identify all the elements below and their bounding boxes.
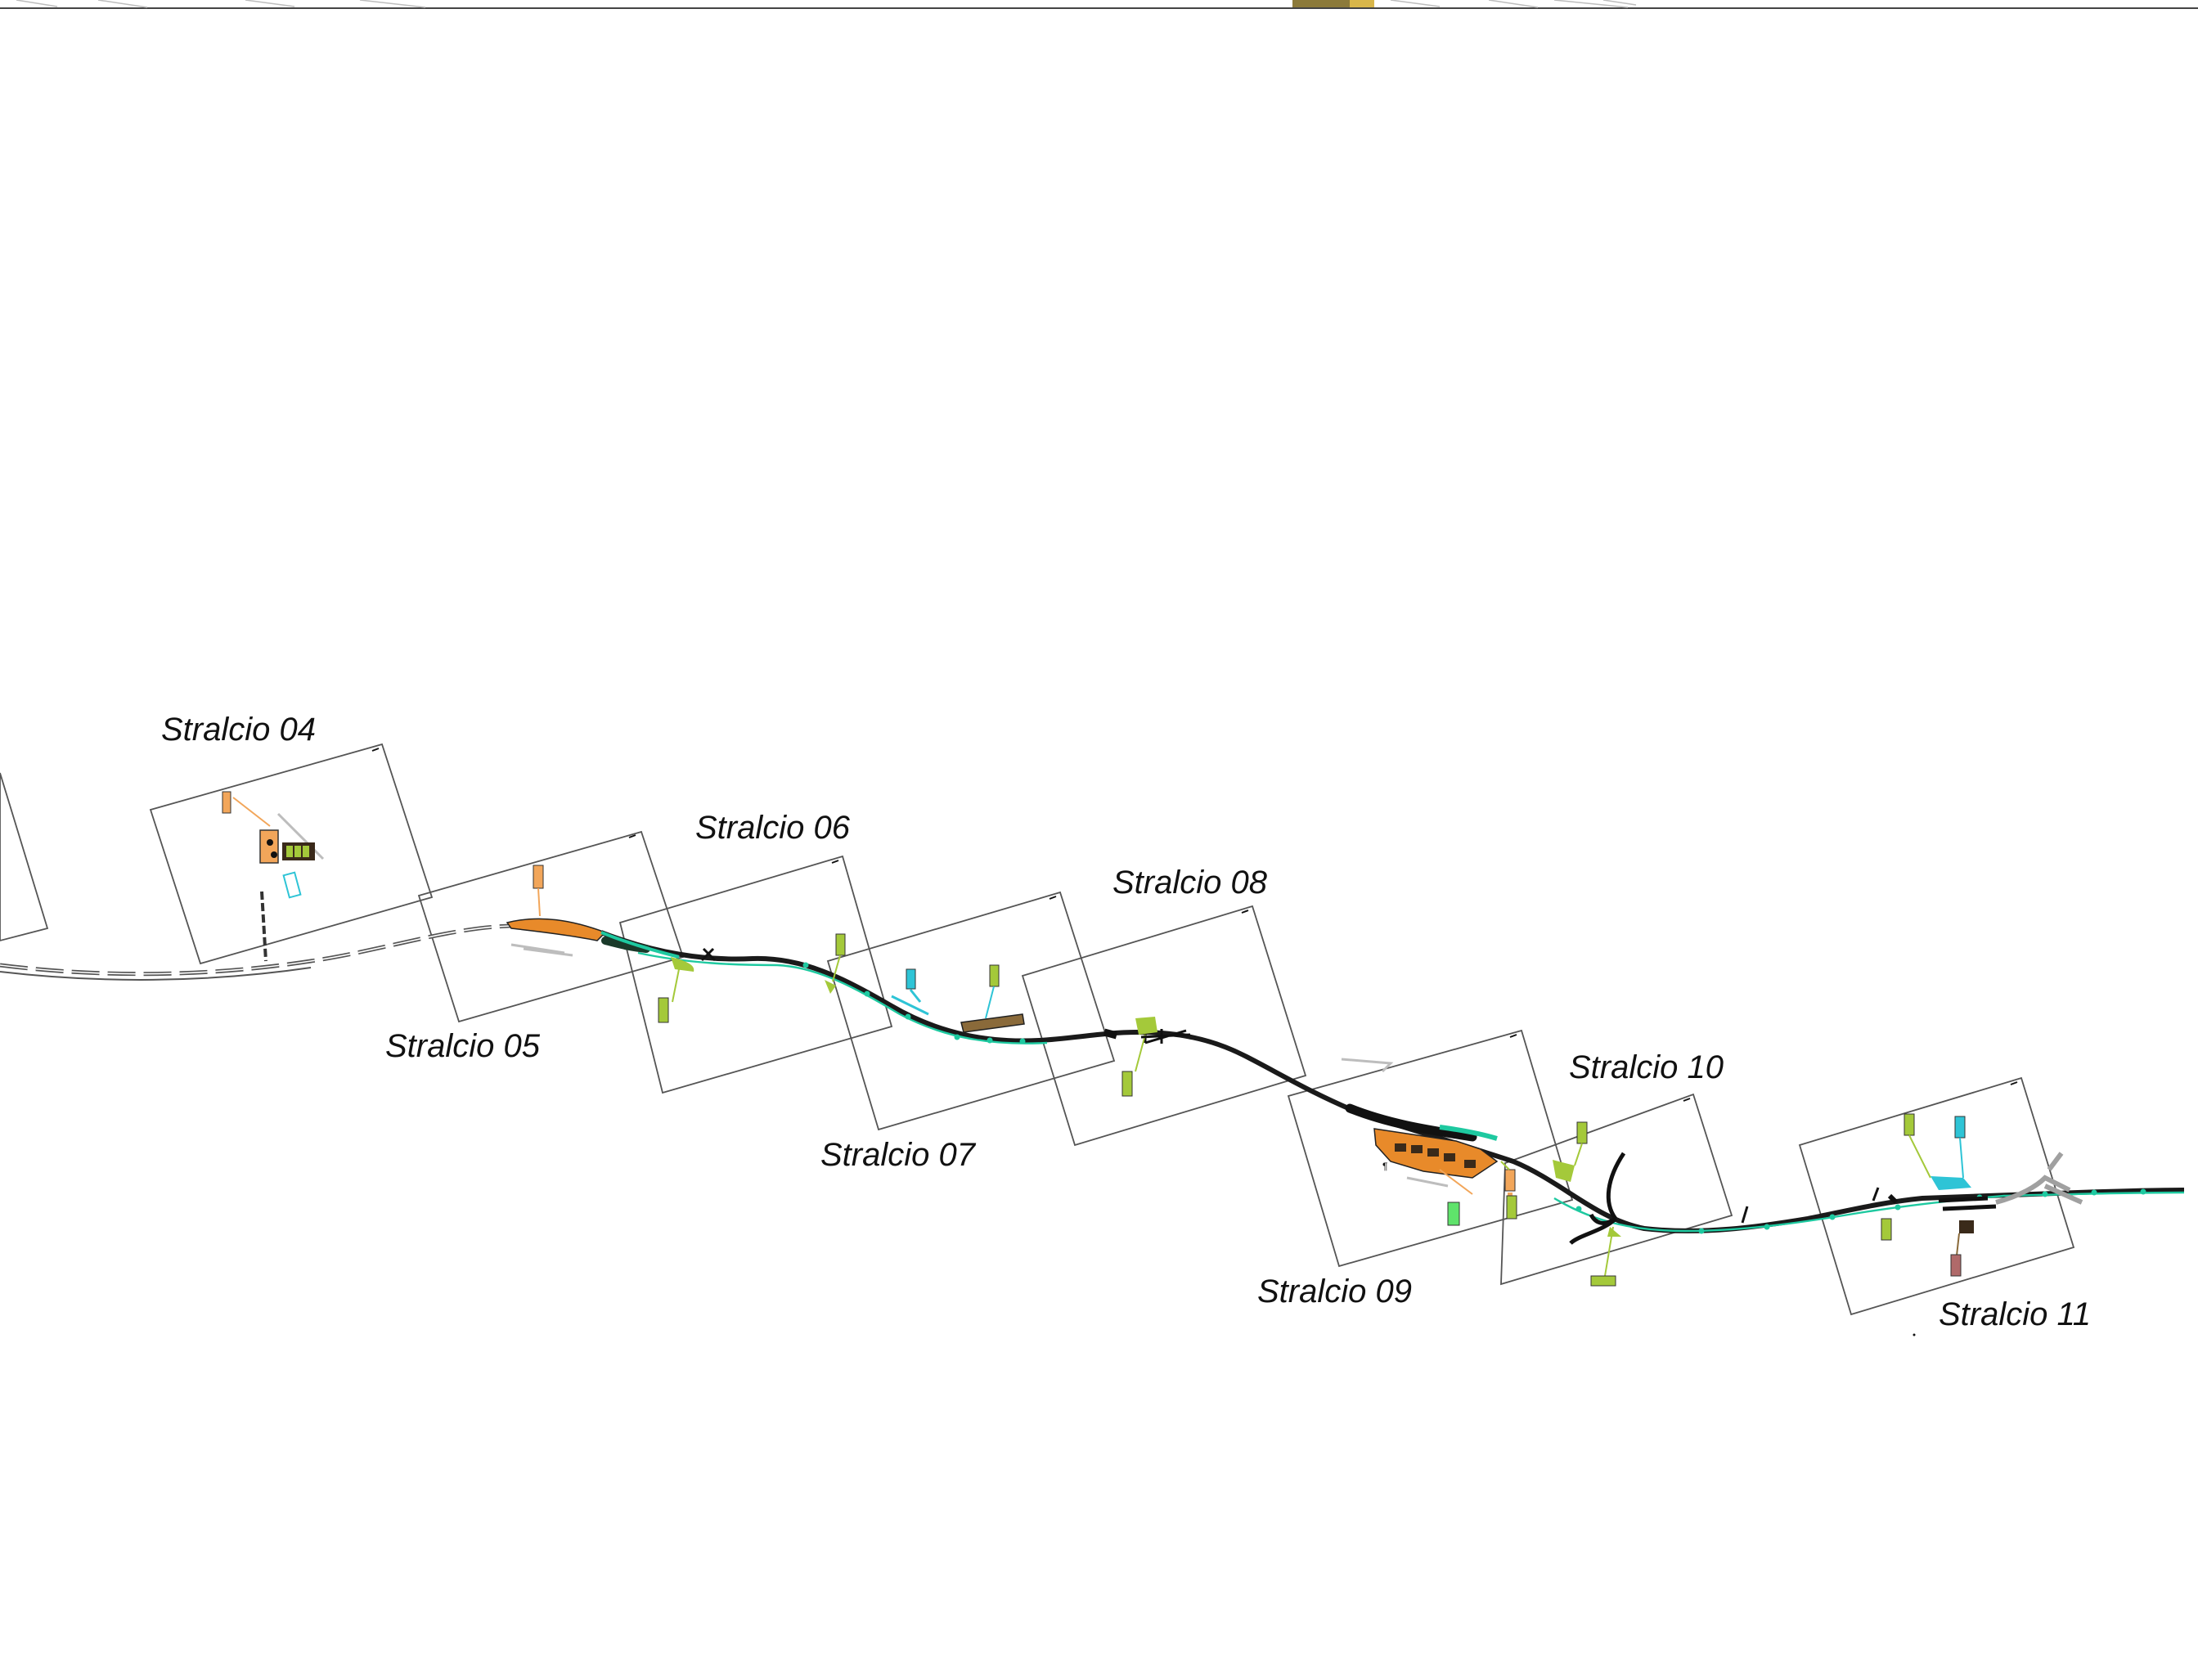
frame-stralcio-07 <box>826 891 1116 1131</box>
cluster-09: ¶ <box>1341 1058 1516 1226</box>
cluster-08 <box>1121 1017 1191 1097</box>
label-stralcio-10: Stralcio 10 <box>1569 1049 1724 1085</box>
label-stralcio-08: Stralcio 08 <box>1112 865 1268 901</box>
label-stralcio-06: Stralcio 06 <box>695 810 851 846</box>
frame-03-partial <box>0 772 49 941</box>
site-features: ¶ <box>222 791 2083 1336</box>
track-markers <box>802 962 2146 1234</box>
svg-text:¶: ¶ <box>1382 1161 1387 1172</box>
label-stralcio-05: Stralcio 05 <box>385 1028 541 1064</box>
top-map-strip <box>0 0 2198 9</box>
stralcio-frames <box>0 743 2075 1316</box>
stralcio-labels: Stralcio 04 Stralcio 05 Stralcio 06 Stra… <box>161 712 2091 1332</box>
label-stralcio-04: Stralcio 04 <box>161 712 316 748</box>
cluster-04 <box>222 791 325 899</box>
label-stralcio-07: Stralcio 07 <box>820 1137 977 1173</box>
railway-alignment <box>0 891 2185 1234</box>
frame-stralcio-09 <box>1287 1029 1574 1268</box>
cluster-05 <box>506 865 680 959</box>
label-stralcio-11: Stralcio 11 <box>1939 1296 2091 1332</box>
label-stralcio-09: Stralcio 09 <box>1257 1273 1412 1309</box>
existing-line-west <box>0 923 524 977</box>
cluster-07 <box>891 964 1025 1033</box>
cluster-10 <box>1506 1121 1626 1287</box>
cluster-06 <box>658 933 846 1023</box>
frame-stralcio-10 <box>1500 1093 1733 1286</box>
frame-stralcio-04 <box>149 743 434 965</box>
frame-stralcio-08 <box>1021 905 1307 1147</box>
frame-stralcio-06 <box>618 855 893 1094</box>
cluster-11 <box>1881 1113 2083 1336</box>
frame-stralcio-11 <box>1798 1076 2075 1316</box>
